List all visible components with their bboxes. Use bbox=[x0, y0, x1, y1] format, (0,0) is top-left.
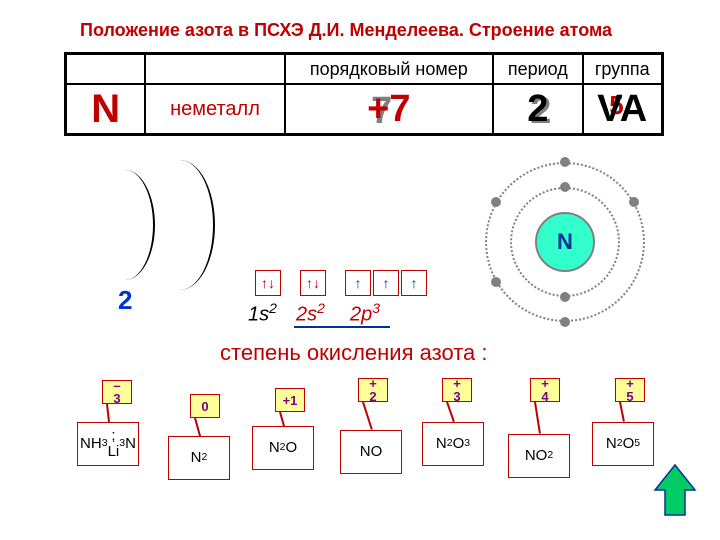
properties-table: порядковый номерпериодгруппаNнеметалл7+7… bbox=[64, 52, 664, 136]
page-title: Положение азота в ПСХЭ Д.И. Менделеева. … bbox=[80, 20, 612, 41]
oxidation-title: степень окисления азота : bbox=[220, 340, 488, 366]
up-arrow-icon bbox=[650, 460, 700, 520]
